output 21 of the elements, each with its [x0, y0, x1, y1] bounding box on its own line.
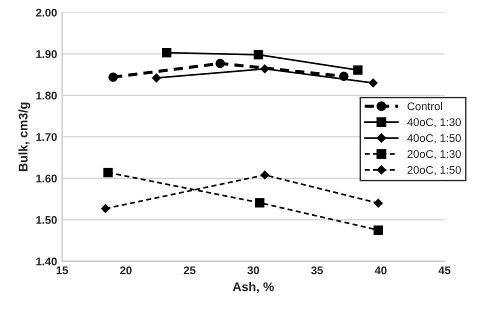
x-tick-label: 30	[247, 266, 260, 274]
x-tick-label: 40	[374, 266, 387, 274]
y-tick-label: 1.80	[36, 92, 57, 100]
y-tick-label: 2.00	[36, 8, 57, 17]
y-axis-title: Bulk, cm3/g	[18, 102, 30, 172]
x-axis-title: Ash, %	[232, 282, 274, 294]
x-tick-label: 35	[311, 266, 323, 274]
legend-label: 40oC, 1:30	[407, 118, 461, 128]
y-tick-label: 1.50	[36, 216, 57, 224]
y-tick-label: 1.70	[36, 133, 57, 141]
legend-label: 20oC, 1:30	[408, 150, 461, 160]
y-tick-label: 1.60	[36, 174, 57, 182]
legend-label: Control	[408, 102, 442, 110]
y-tick-label: 1.40	[36, 258, 57, 266]
y-tick-label: 1.90	[36, 50, 57, 58]
x-tick-label: 25	[184, 266, 196, 274]
legend-label: 40oC, 1:50	[407, 134, 461, 144]
legend-label: 20oC, 1:50	[408, 166, 461, 176]
x-tick-label: 20	[120, 266, 132, 274]
x-tick-label: 15	[56, 266, 68, 274]
x-tick-label: 45	[438, 266, 450, 274]
